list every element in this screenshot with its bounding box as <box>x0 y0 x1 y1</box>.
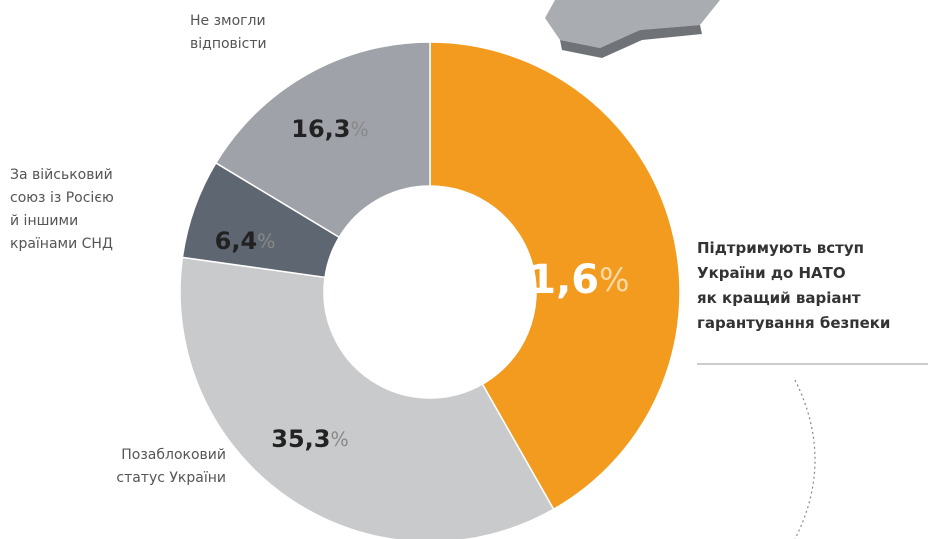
category-label: За військовий союз із Росією й іншими кр… <box>10 167 114 252</box>
donut-slice <box>179 256 555 539</box>
value-unit: % <box>599 261 629 299</box>
value-unit: % <box>257 230 275 253</box>
map-decoration <box>545 0 720 48</box>
value-number: 6,4 <box>215 227 258 255</box>
value-label: 16,3% <box>291 115 368 143</box>
dotted-curve <box>794 379 816 539</box>
category-label: Підтримують вступ України до НАТО як кра… <box>697 239 891 332</box>
map-shadow <box>560 25 702 58</box>
donut-slice <box>429 41 681 511</box>
value-number: 35,3 <box>271 425 330 453</box>
value-number: 16,3 <box>291 115 350 143</box>
value-unit: % <box>330 428 348 451</box>
value-number: 41,6 <box>500 257 599 303</box>
donut-slice <box>214 41 431 239</box>
value-unit: % <box>350 118 368 141</box>
value-label: 6,4% <box>215 227 276 255</box>
value-label: 35,3% <box>271 425 348 453</box>
category-label: Позаблоковий статус України <box>116 447 226 486</box>
category-label: Не змогли відповісти <box>190 13 267 52</box>
value-label: 41,6% <box>500 257 629 303</box>
